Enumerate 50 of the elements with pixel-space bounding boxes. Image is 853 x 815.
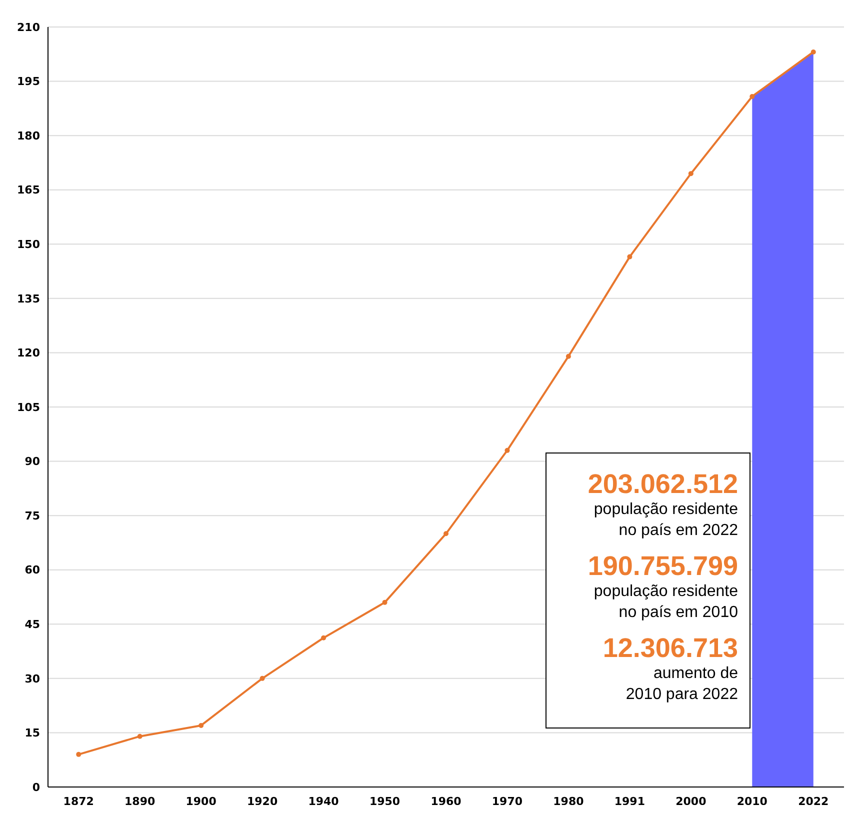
point [444, 531, 448, 536]
annotation: 203.062.512 [588, 469, 738, 499]
x-tick-label: 1970 [492, 795, 523, 808]
point [504, 448, 510, 453]
x-tick-label: 2022 [798, 795, 829, 808]
y-tick-label: 45 [24, 618, 40, 631]
point [382, 600, 388, 605]
x-tick-label: 1991 [614, 795, 646, 808]
x-tick-label: 2010 [736, 795, 768, 808]
y-tick-label: 180 [17, 129, 40, 142]
annotation: 12.306.713 [602, 633, 738, 663]
point [810, 49, 816, 54]
x-tick-label: 1950 [369, 795, 400, 808]
y-tick-label: 0 [32, 780, 40, 794]
x-tick-label: 1960 [430, 795, 462, 808]
y-tick-label: 15 [24, 726, 40, 740]
point [198, 722, 204, 728]
x-tick-label: 2000 [676, 795, 707, 808]
annotation: no país em 2010 [618, 604, 738, 621]
y-tick-label: 75 [24, 509, 40, 522]
x-tick-label: 1940 [308, 795, 340, 808]
annotation: aumento de [653, 665, 738, 682]
annotation: população residente [594, 583, 738, 600]
point [321, 635, 326, 640]
y-tick-label: 60 [24, 564, 40, 577]
point [750, 94, 755, 99]
point [627, 254, 632, 260]
annotation: 2010 para 2022 [626, 686, 738, 703]
y-tick-label: 150 [17, 238, 40, 251]
annotation: 190.755.799 [588, 551, 738, 581]
y-tick-label: 30 [24, 672, 40, 686]
x-tick-label: 1900 [186, 795, 217, 808]
y-tick-label: 195 [17, 75, 40, 88]
x-tick-label: 1980 [553, 795, 584, 808]
y-tick-label: 120 [17, 346, 40, 360]
x-tick-label: 1890 [124, 795, 156, 808]
y-tick-label: 135 [17, 292, 40, 306]
point [137, 734, 142, 739]
point [566, 354, 571, 359]
y-tick-label: 210 [17, 20, 40, 34]
annotation: população residente [594, 501, 738, 518]
annotation: no país em 2022 [618, 522, 738, 539]
x-tick-label: 1920 [246, 795, 278, 808]
y-tick-label: 90 [24, 455, 40, 468]
x-tick-label: 1872 [63, 795, 94, 808]
y-tick-label: 105 [17, 400, 40, 414]
point [688, 171, 694, 176]
y-tick-label: 165 [17, 184, 40, 197]
point [76, 752, 82, 757]
point [260, 676, 265, 681]
